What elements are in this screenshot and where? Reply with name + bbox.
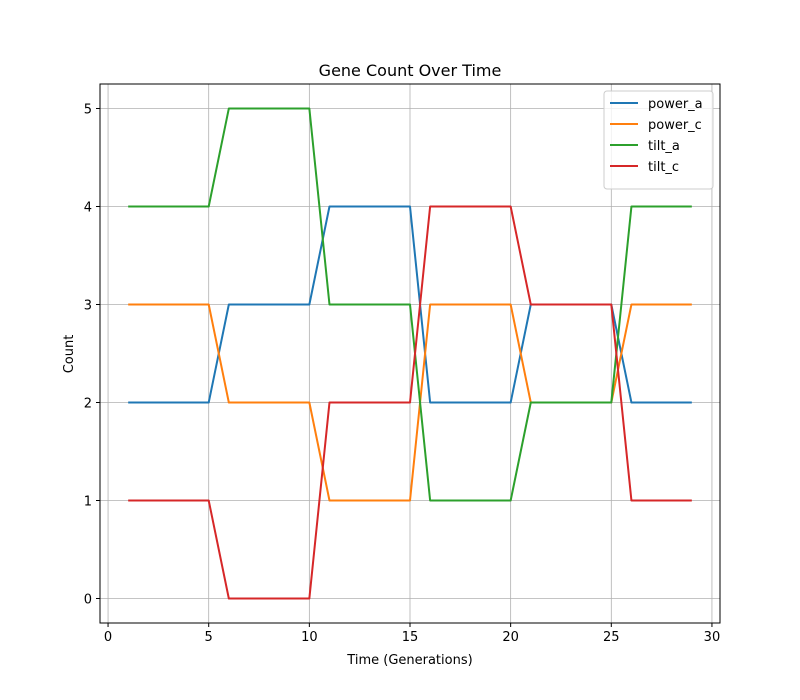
x-tick-label: 0 [104, 630, 112, 645]
y-tick-label: 1 [84, 495, 92, 510]
x-tick-label: 25 [603, 630, 620, 645]
x-axis-label: Time (Generations) [346, 653, 472, 668]
x-axis-ticks: 0 5 10 15 20 25 30 [104, 623, 720, 645]
y-axis-label: Count [62, 335, 77, 374]
legend-box [603, 90, 714, 190]
y-tick-label: 3 [84, 299, 92, 314]
legend-label-tilt-c: tilt_c [648, 160, 679, 175]
series-line-tilt-a [128, 107, 692, 502]
legend-label-power-c: power_c [648, 118, 702, 133]
y-axis-ticks: 0 1 2 3 4 5 [84, 103, 100, 608]
y-tick-label: 2 [84, 397, 92, 412]
x-tick-label: 15 [402, 630, 419, 645]
y-tick-label: 5 [84, 103, 92, 118]
x-tick-label: 20 [502, 630, 519, 645]
y-tick-label: 0 [84, 593, 92, 608]
x-tick-label: 5 [205, 630, 213, 645]
legend-label-power-a: power_a [648, 97, 703, 112]
series-lines [128, 107, 692, 600]
series-line-tilt-c [128, 205, 692, 600]
x-tick-label: 10 [301, 630, 318, 645]
legend: power_a power_c tilt_a tilt_c [603, 90, 714, 190]
y-tick-label: 4 [84, 201, 92, 216]
chart-title: Gene Count Over Time [319, 61, 502, 80]
x-tick-label: 30 [704, 630, 721, 645]
legend-label-tilt-a: tilt_a [648, 139, 680, 154]
